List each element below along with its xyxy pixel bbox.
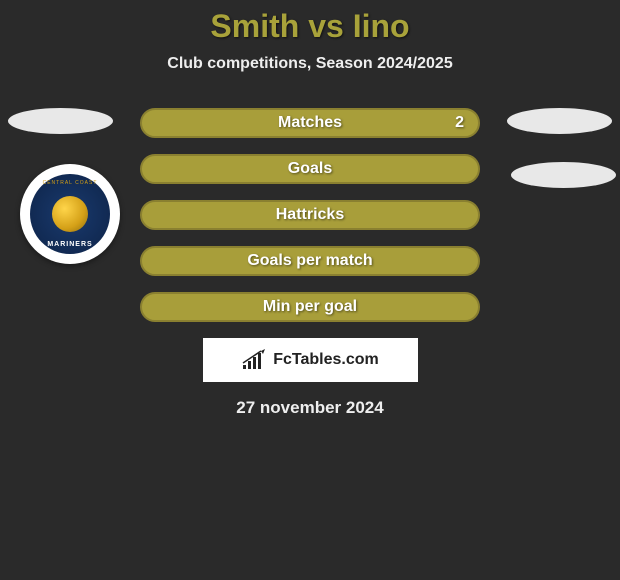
stat-row-matches: Matches 2 [140,108,480,138]
stat-row-goals: Goals [140,154,480,184]
team-logo-left: CENTRAL COAST MARINERS [20,164,120,264]
player-left-placeholder [8,108,113,134]
stat-bars: Matches 2 Goals Hattricks Goals per matc… [140,108,480,322]
stat-label: Hattricks [276,206,344,224]
brand-text: FcTables.com [273,351,379,369]
player-right-placeholder-1 [507,108,612,134]
player-right-placeholder-2 [511,162,616,188]
logo-ball-icon [52,196,88,232]
stat-row-hattricks: Hattricks [140,200,480,230]
date-text: 27 november 2024 [0,398,620,418]
mariners-badge: CENTRAL COAST MARINERS [30,174,110,254]
stat-label: Min per goal [263,298,357,316]
stat-value: 2 [455,114,464,132]
page-subtitle: Club competitions, Season 2024/2025 [0,55,620,73]
fctables-icon [241,349,267,371]
stat-label: Matches [278,114,342,132]
logo-text-top: CENTRAL COAST [43,180,98,186]
comparison-layout: CENTRAL COAST MARINERS Matches 2 Goals H… [0,108,620,418]
stat-label: Goals [288,160,332,178]
stat-row-goals-per-match: Goals per match [140,246,480,276]
stat-label: Goals per match [247,252,372,270]
stat-row-min-per-goal: Min per goal [140,292,480,322]
page-title: Smith vs Iino [0,8,620,45]
brand-link[interactable]: FcTables.com [203,338,418,382]
logo-text-bottom: MARINERS [47,241,92,248]
